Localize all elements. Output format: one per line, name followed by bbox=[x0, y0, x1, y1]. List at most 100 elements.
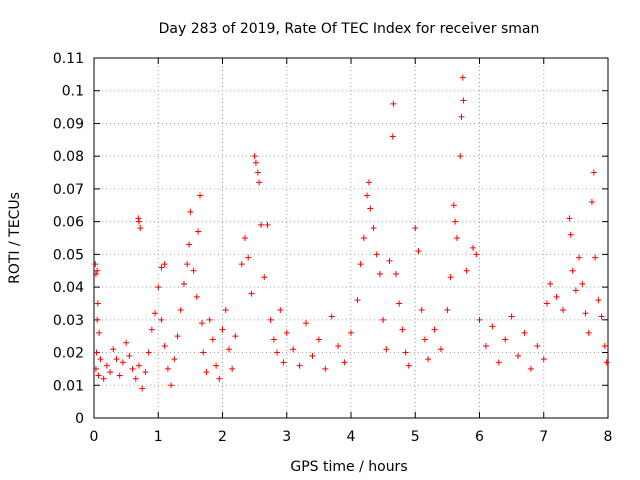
data-point bbox=[103, 362, 110, 369]
data-point bbox=[489, 323, 496, 330]
data-point bbox=[209, 336, 216, 343]
data-point bbox=[376, 271, 383, 277]
data-point bbox=[389, 133, 396, 140]
data-point bbox=[588, 199, 595, 205]
data-point bbox=[303, 320, 310, 327]
data-point bbox=[357, 261, 364, 268]
x-tick-label: 5 bbox=[411, 429, 420, 445]
data-point bbox=[258, 221, 265, 228]
data-point bbox=[348, 329, 354, 336]
data-point bbox=[238, 261, 245, 268]
data-point bbox=[405, 362, 412, 369]
data-point bbox=[190, 267, 197, 274]
data-point bbox=[148, 326, 155, 333]
data-point bbox=[534, 343, 541, 349]
y-tick-label: 0.03 bbox=[53, 313, 84, 329]
data-point bbox=[595, 297, 602, 304]
data-point bbox=[328, 313, 335, 320]
data-point bbox=[450, 202, 457, 209]
grid-lines bbox=[94, 58, 608, 418]
y-tick-label: 0.06 bbox=[53, 215, 84, 231]
data-point bbox=[206, 316, 213, 323]
data-point bbox=[290, 346, 297, 353]
data-point bbox=[97, 356, 104, 363]
data-point bbox=[452, 218, 459, 225]
y-tick-label: 0.1 bbox=[62, 84, 84, 100]
data-point bbox=[280, 359, 287, 366]
data-point bbox=[94, 267, 101, 274]
data-point bbox=[113, 356, 120, 363]
data-point bbox=[482, 343, 489, 349]
data-point bbox=[309, 352, 316, 359]
data-point bbox=[540, 356, 547, 363]
data-point bbox=[245, 254, 252, 261]
data-point bbox=[256, 179, 263, 186]
data-point bbox=[197, 192, 204, 199]
y-tick-label: 0.01 bbox=[53, 378, 84, 394]
data-point bbox=[200, 349, 207, 356]
data-point bbox=[515, 352, 522, 359]
data-point bbox=[252, 159, 259, 166]
data-point bbox=[164, 365, 171, 372]
data-point bbox=[566, 215, 573, 222]
data-point bbox=[92, 365, 99, 372]
data-point bbox=[454, 235, 461, 241]
data-point bbox=[116, 372, 123, 379]
data-point bbox=[219, 326, 226, 333]
data-point bbox=[95, 372, 102, 379]
data-point bbox=[380, 316, 387, 323]
data-point bbox=[232, 333, 239, 340]
data-point bbox=[470, 244, 477, 251]
data-point bbox=[495, 359, 502, 366]
data-point bbox=[590, 169, 597, 176]
data-point bbox=[364, 192, 371, 199]
x-tick-label: 1 bbox=[154, 429, 163, 445]
data-point bbox=[572, 287, 579, 294]
data-point bbox=[370, 225, 377, 232]
y-tick-label: 0.02 bbox=[53, 346, 84, 362]
data-point bbox=[119, 359, 126, 366]
data-point bbox=[261, 274, 268, 281]
data-point bbox=[277, 307, 284, 313]
data-point bbox=[184, 261, 191, 268]
data-point bbox=[107, 369, 114, 376]
data-point bbox=[152, 310, 159, 317]
data-point bbox=[264, 221, 271, 228]
data-point bbox=[553, 293, 560, 300]
data-point bbox=[463, 267, 470, 274]
data-point bbox=[137, 225, 144, 232]
data-point bbox=[129, 365, 136, 372]
data-point bbox=[92, 261, 99, 268]
data-point bbox=[341, 359, 348, 366]
data-point bbox=[241, 235, 248, 241]
data-point bbox=[274, 349, 281, 356]
data-point bbox=[126, 352, 133, 359]
data-point bbox=[161, 343, 168, 349]
data-point bbox=[100, 375, 107, 382]
data-point bbox=[161, 261, 168, 268]
data-point bbox=[508, 313, 515, 320]
data-point bbox=[335, 343, 342, 349]
axis-ticks bbox=[93, 57, 609, 419]
y-tick-label: 0.07 bbox=[53, 182, 84, 198]
data-point bbox=[270, 336, 277, 343]
data-point bbox=[567, 231, 574, 238]
data-point bbox=[135, 218, 142, 225]
data-point bbox=[254, 169, 261, 176]
data-point bbox=[360, 235, 367, 241]
x-tick-labels: 0 1 2 3 4 5 6 7 8 bbox=[90, 429, 613, 445]
data-point bbox=[527, 365, 534, 372]
data-point bbox=[447, 274, 454, 281]
data-point bbox=[251, 153, 258, 160]
data-point bbox=[569, 267, 576, 274]
data-point bbox=[560, 307, 567, 313]
x-axis-label: GPS time / hours bbox=[290, 459, 407, 475]
data-point bbox=[412, 225, 419, 232]
data-point bbox=[603, 359, 610, 366]
data-point bbox=[180, 280, 187, 287]
data-point bbox=[576, 254, 583, 261]
chart-title: Day 283 of 2019, Rate Of TEC Index for r… bbox=[159, 21, 540, 37]
data-point bbox=[383, 346, 390, 353]
data-point bbox=[216, 375, 223, 382]
data-point bbox=[229, 365, 236, 372]
